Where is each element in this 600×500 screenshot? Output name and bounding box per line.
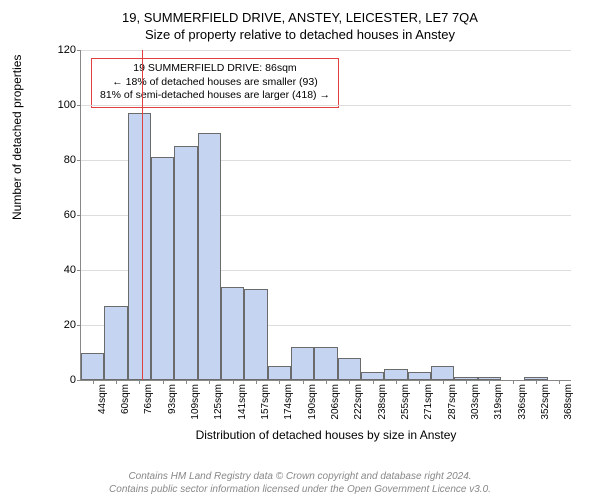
histogram-bar xyxy=(221,287,244,381)
ytick-mark xyxy=(77,50,81,51)
histogram-bar xyxy=(128,113,151,380)
ytick-mark xyxy=(77,380,81,381)
xtick-label: 93sqm xyxy=(167,384,178,414)
histogram-bar xyxy=(104,306,127,380)
y-axis-label: Number of detached properties xyxy=(10,55,24,220)
xtick-mark xyxy=(116,380,117,384)
xtick-label: 238sqm xyxy=(377,384,388,420)
histogram-bar xyxy=(408,372,431,380)
histogram-bar xyxy=(81,353,104,381)
footer-line-1: Contains HM Land Registry data © Crown c… xyxy=(0,470,600,483)
ytick-label: 40 xyxy=(64,264,76,276)
xtick-mark xyxy=(559,380,560,384)
xtick-mark xyxy=(373,380,374,384)
xtick-mark xyxy=(419,380,420,384)
xtick-mark xyxy=(256,380,257,384)
xtick-label: 125sqm xyxy=(213,384,224,420)
grid-line xyxy=(81,105,571,106)
xtick-label: 190sqm xyxy=(307,384,318,420)
chart-container: 19, SUMMERFIELD DRIVE, ANSTEY, LEICESTER… xyxy=(0,0,600,500)
xtick-label: 368sqm xyxy=(563,384,574,420)
histogram-bar xyxy=(268,366,291,380)
ytick-mark xyxy=(77,160,81,161)
histogram-bar xyxy=(244,289,267,380)
x-axis-label: Distribution of detached houses by size … xyxy=(81,428,571,442)
plot-area: 19 SUMMERFIELD DRIVE: 86sqm← 18% of deta… xyxy=(80,50,571,381)
histogram-bar xyxy=(198,133,221,381)
chart-title-sub: Size of property relative to detached ho… xyxy=(0,25,600,42)
histogram-bar xyxy=(314,347,337,380)
ytick-mark xyxy=(77,105,81,106)
xtick-mark xyxy=(466,380,467,384)
histogram-bar xyxy=(151,157,174,380)
xtick-label: 336sqm xyxy=(517,384,528,420)
annotation-box: 19 SUMMERFIELD DRIVE: 86sqm← 18% of deta… xyxy=(91,58,339,108)
xtick-mark xyxy=(513,380,514,384)
annotation-line: ← 18% of detached houses are smaller (93… xyxy=(100,76,330,90)
histogram-bar xyxy=(384,369,407,380)
xtick-mark xyxy=(396,380,397,384)
xtick-label: 157sqm xyxy=(260,384,271,420)
xtick-label: 44sqm xyxy=(97,384,108,414)
xtick-label: 222sqm xyxy=(353,384,364,420)
ytick-label: 60 xyxy=(64,209,76,221)
xtick-mark xyxy=(303,380,304,384)
xtick-label: 206sqm xyxy=(330,384,341,420)
histogram-bar xyxy=(338,358,361,380)
xtick-mark xyxy=(93,380,94,384)
ytick-label: 80 xyxy=(64,154,76,166)
ytick-label: 100 xyxy=(58,99,76,111)
xtick-label: 60sqm xyxy=(120,384,131,414)
xtick-mark xyxy=(139,380,140,384)
xtick-mark xyxy=(536,380,537,384)
xtick-label: 319sqm xyxy=(493,384,504,420)
xtick-mark xyxy=(443,380,444,384)
xtick-mark xyxy=(489,380,490,384)
xtick-label: 76sqm xyxy=(143,384,154,414)
xtick-mark xyxy=(326,380,327,384)
histogram-bar xyxy=(361,372,384,380)
histogram-bar xyxy=(174,146,197,380)
xtick-label: 109sqm xyxy=(190,384,201,420)
xtick-mark xyxy=(186,380,187,384)
xtick-mark xyxy=(349,380,350,384)
xtick-label: 352sqm xyxy=(540,384,551,420)
xtick-label: 141sqm xyxy=(237,384,248,420)
chart-wrap: 19 SUMMERFIELD DRIVE: 86sqm← 18% of deta… xyxy=(50,50,570,430)
xtick-label: 271sqm xyxy=(423,384,434,420)
property-marker-line xyxy=(142,50,143,380)
xtick-mark xyxy=(279,380,280,384)
xtick-label: 255sqm xyxy=(400,384,411,420)
annotation-line: 81% of semi-detached houses are larger (… xyxy=(100,89,330,103)
xtick-mark xyxy=(209,380,210,384)
ytick-mark xyxy=(77,270,81,271)
histogram-bar xyxy=(291,347,314,380)
annotation-line: 19 SUMMERFIELD DRIVE: 86sqm xyxy=(100,62,330,76)
chart-title-main: 19, SUMMERFIELD DRIVE, ANSTEY, LEICESTER… xyxy=(0,0,600,25)
xtick-mark xyxy=(233,380,234,384)
footer-line-2: Contains public sector information licen… xyxy=(0,483,600,496)
ytick-label: 0 xyxy=(70,374,76,386)
xtick-mark xyxy=(163,380,164,384)
xtick-label: 303sqm xyxy=(470,384,481,420)
ytick-mark xyxy=(77,325,81,326)
ytick-label: 20 xyxy=(64,319,76,331)
ytick-label: 120 xyxy=(58,44,76,56)
footer-attribution: Contains HM Land Registry data © Crown c… xyxy=(0,470,600,496)
histogram-bar xyxy=(431,366,454,380)
xtick-label: 287sqm xyxy=(447,384,458,420)
xtick-label: 174sqm xyxy=(283,384,294,420)
ytick-mark xyxy=(77,215,81,216)
grid-line xyxy=(81,50,571,51)
